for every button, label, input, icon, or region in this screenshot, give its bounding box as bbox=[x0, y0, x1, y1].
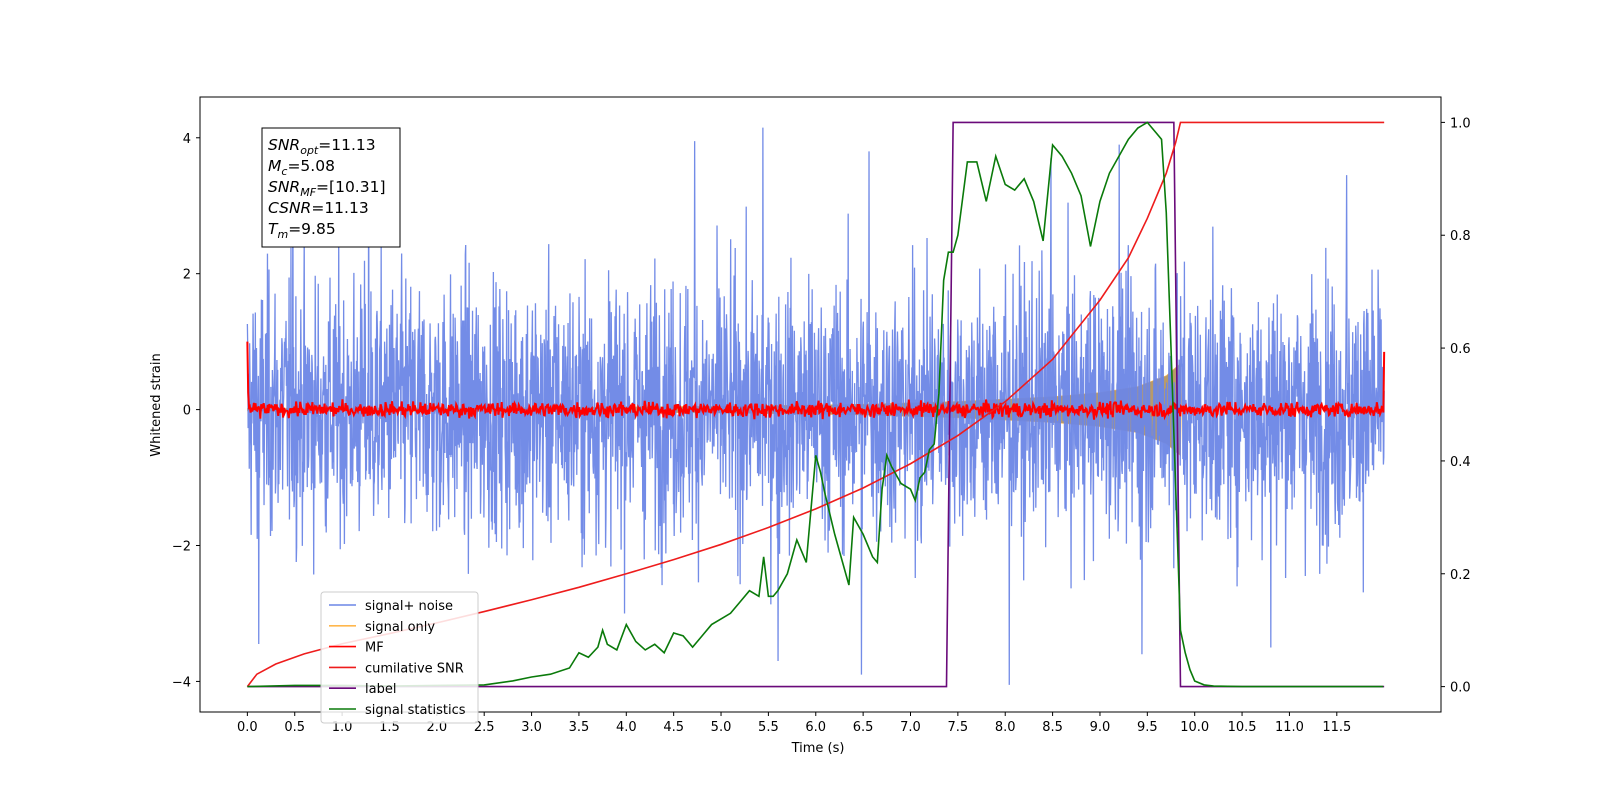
x-tick-label: 8.0 bbox=[995, 720, 1016, 735]
x-tick-label: 3.0 bbox=[521, 720, 542, 735]
legend-label: label bbox=[365, 682, 396, 697]
y2-tick-label: 0.8 bbox=[1450, 229, 1471, 244]
x-tick-label: 8.5 bbox=[1042, 720, 1063, 735]
x-tick-label: 2.5 bbox=[474, 720, 495, 735]
legend-label: signal statistics bbox=[365, 703, 466, 718]
legend: signal+ noise signal only MF cumilative SNR… bbox=[320, 591, 479, 724]
x-tick-label: 7.0 bbox=[900, 720, 921, 735]
info-box: SNRopt=11.13Mc=5.08SNRMF=[10.31]CSNR=11.… bbox=[261, 127, 401, 248]
plot-frame bbox=[199, 96, 1442, 713]
x-axis: 0.0 0.5 1.0 1.5 2.0 2.5 3.0 3.5 4.0 4.5 5.0 5.5 6.0 6… bbox=[237, 712, 1351, 735]
mf-line bbox=[246, 341, 1386, 421]
series-mf bbox=[246, 341, 1386, 421]
y-tick-label: 0 bbox=[183, 404, 191, 419]
info-line: SNRopt=11.13 bbox=[268, 136, 376, 157]
x-tick-label: 5.5 bbox=[758, 720, 779, 735]
legend-frame bbox=[320, 591, 479, 724]
x-tick-label: 3.5 bbox=[569, 720, 590, 735]
y2-tick-label: 0.6 bbox=[1450, 342, 1471, 357]
x-tick-label: 11.5 bbox=[1322, 720, 1351, 735]
x-tick-label: 2.0 bbox=[426, 720, 447, 735]
legend-label: MF bbox=[365, 641, 384, 656]
y2-tick-label: 1.0 bbox=[1450, 116, 1471, 131]
x-tick-label: 5.0 bbox=[711, 720, 732, 735]
x-tick-label: 0.5 bbox=[284, 720, 305, 735]
x-axis-label: Time (s) bbox=[791, 741, 845, 756]
y2-tick-label: 0.4 bbox=[1450, 455, 1471, 470]
y-axis-left: −4 −2 0 2 4 bbox=[172, 132, 200, 690]
info-line: SNRMF=[10.31] bbox=[268, 178, 386, 199]
y2-tick-label: 0.0 bbox=[1450, 681, 1471, 696]
y-tick-label: −2 bbox=[172, 540, 191, 555]
info-line: CSNR=11.13 bbox=[268, 199, 369, 217]
y-axis-right: 0.0 0.2 0.4 0.6 0.8 1.0 bbox=[1441, 116, 1471, 696]
info-line: Tm=9.85 bbox=[268, 220, 336, 241]
x-tick-label: 9.0 bbox=[1090, 720, 1111, 735]
x-tick-label: 4.0 bbox=[616, 720, 637, 735]
x-tick-label: 10.0 bbox=[1180, 720, 1209, 735]
x-tick-label: 10.5 bbox=[1228, 720, 1257, 735]
info-box-frame bbox=[261, 127, 401, 248]
x-tick-label: 6.0 bbox=[805, 720, 826, 735]
x-tick-label: 9.5 bbox=[1137, 720, 1158, 735]
legend-label: signal+ noise bbox=[365, 599, 453, 614]
legend-label: cumilative SNR bbox=[365, 661, 464, 676]
y-axis-label: Whitened strain bbox=[149, 353, 164, 456]
legend-label: signal only bbox=[365, 620, 435, 635]
y-tick-label: 4 bbox=[183, 132, 191, 147]
x-tick-label: 6.5 bbox=[853, 720, 874, 735]
x-tick-label: 1.5 bbox=[379, 720, 400, 735]
y2-tick-label: 0.2 bbox=[1450, 568, 1471, 583]
series-signal-statistics bbox=[247, 121, 1384, 688]
x-tick-label: 11.0 bbox=[1275, 720, 1304, 735]
x-tick-label: 1.0 bbox=[332, 720, 353, 735]
x-tick-label: 0.0 bbox=[237, 720, 258, 735]
y-tick-label: −4 bbox=[172, 675, 191, 690]
info-line: Mc=5.08 bbox=[268, 157, 335, 178]
x-tick-label: 4.5 bbox=[663, 720, 684, 735]
y-tick-label: 2 bbox=[183, 268, 191, 283]
x-tick-label: 7.5 bbox=[948, 720, 969, 735]
